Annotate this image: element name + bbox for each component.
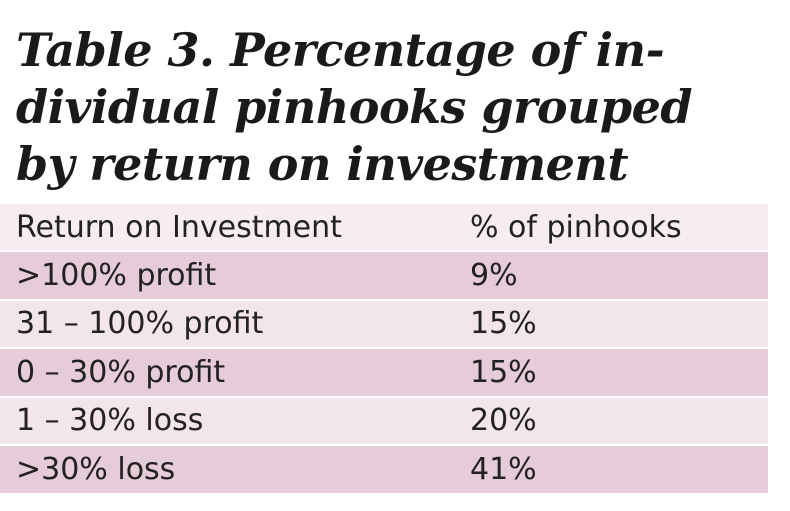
table-row: >100% profit 9%: [0, 252, 768, 301]
table-title-line-3: by return on investment: [16, 137, 629, 191]
return-cell: 1 – 30% loss: [16, 403, 204, 439]
table-row: 1 – 30% loss 20%: [0, 397, 768, 446]
table-title-line-2: dividual pinhooks grouped: [16, 80, 693, 134]
column-header-percent-of-pinhooks: % of pinhooks: [470, 209, 682, 245]
table-row: 31 – 100% profit 15%: [0, 300, 768, 349]
table-title: Table 3. Percentage of in- dividual pinh…: [16, 22, 776, 193]
percent-cell: 20%: [470, 403, 537, 439]
percent-cell: 41%: [470, 451, 537, 487]
percent-cell: 15%: [470, 306, 537, 342]
percent-cell: 15%: [470, 354, 537, 390]
table-header-row: Return on Investment % of pinhooks: [0, 204, 768, 252]
return-cell: 31 – 100% profit: [16, 306, 264, 342]
table-title-line-1: Table 3. Percentage of in-: [16, 23, 665, 77]
table-row: 0 – 30% profit 15%: [0, 349, 768, 398]
return-cell: >100% profit: [16, 257, 217, 293]
column-header-return-on-investment: Return on Investment: [16, 209, 342, 245]
return-cell: >30% loss: [16, 451, 176, 487]
return-cell: 0 – 30% profit: [16, 354, 226, 390]
table-row: >30% loss 41%: [0, 446, 768, 495]
roi-table: Return on Investment % of pinhooks >100%…: [0, 204, 768, 495]
percent-cell: 9%: [470, 257, 518, 293]
